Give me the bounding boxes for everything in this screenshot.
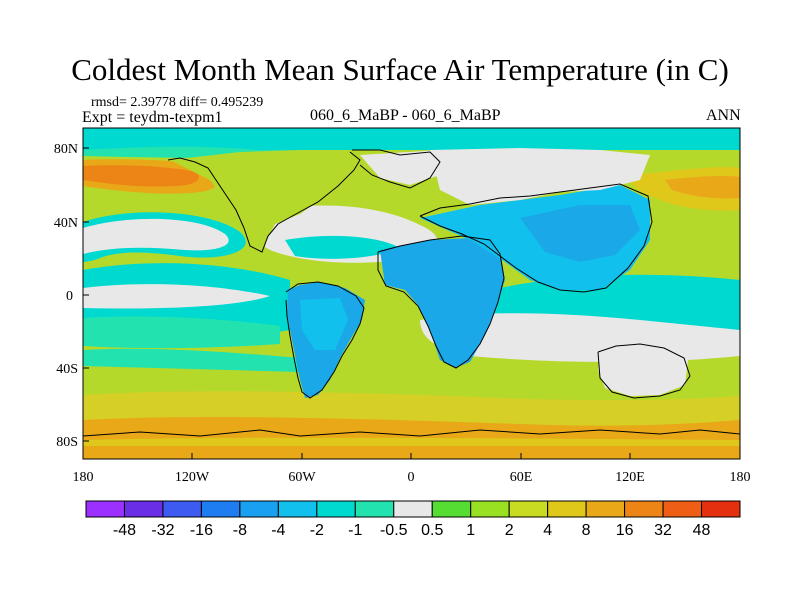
colorbar-box — [624, 500, 664, 518]
experiment-label: Expt = teydm-texpm1 — [82, 109, 223, 126]
coast-greenland — [352, 149, 441, 189]
season-label: ANN — [706, 107, 741, 124]
colorbar-box — [393, 500, 433, 518]
lat-label-40n: 40N — [54, 216, 78, 231]
africa-land — [380, 238, 505, 368]
colorbar-label: 0.5 — [421, 522, 443, 539]
colorbar-label: -1 — [348, 522, 362, 539]
colorbar-label: -4 — [271, 522, 285, 539]
colorbar-box — [277, 500, 318, 518]
siberia-land — [430, 148, 650, 205]
n-pacific-swirl-white — [83, 218, 229, 254]
colorbar-label: 4 — [543, 522, 552, 539]
stats-label: rmsd= 2.39778 diff= 0.495239 — [91, 95, 264, 110]
colorbar-label: 16 — [616, 522, 634, 539]
lon-label-180e: 180 — [730, 470, 751, 485]
center-subtitle: 060_6_MaBP - 060_6_MaBP — [310, 107, 501, 124]
colorbar-label: -48 — [113, 522, 136, 539]
lat-label-80s: 80S — [56, 435, 78, 450]
tropical-pacific-white — [83, 284, 270, 309]
colorbar-box — [585, 500, 626, 518]
colorbar: -48 -32 -16 -8 -4 -2 -1 -0.5 0.5 1 2 4 8 16 32 48 — [85, 500, 741, 539]
coast-australia — [597, 343, 691, 399]
colorbar-box — [239, 500, 279, 518]
colorbar-label: 48 — [693, 522, 711, 539]
colorbar-box — [701, 500, 741, 518]
coast-eurasia — [419, 183, 653, 293]
colorbar-label: 2 — [505, 522, 514, 539]
coast-south-america — [285, 281, 365, 399]
lon-axis: 180 120W 60W 0 60E 120E 180 — [73, 453, 751, 485]
lon-label-120w: 120W — [175, 470, 210, 485]
antarctica-land — [83, 446, 740, 459]
south-america-core — [300, 298, 348, 350]
colorbar-box — [85, 500, 125, 518]
colorbar-box — [431, 500, 472, 518]
n-atlantic-cyan — [285, 235, 400, 259]
lat-axis: 80N 40N 0 40S 80S — [54, 142, 89, 450]
map-title: Coldest Month Mean Surface Air Temperatu… — [71, 52, 729, 87]
colorbar-label: 8 — [582, 522, 591, 539]
asia-core — [520, 205, 640, 262]
lon-label-180w: 180 — [73, 470, 94, 485]
colorbar-box — [547, 500, 587, 518]
arctic-band — [83, 128, 740, 150]
colorbar-label: -0.5 — [380, 522, 408, 539]
lon-label-60w: 60W — [288, 470, 316, 485]
colorbar-box — [508, 500, 549, 518]
colorbar-label: -8 — [233, 522, 247, 539]
temperature-field — [83, 128, 740, 459]
coast-antarctica — [83, 429, 740, 437]
north-pacific-warmer — [83, 165, 199, 187]
colorbar-label: -2 — [310, 522, 324, 539]
colorbar-label: -16 — [190, 522, 213, 539]
south-pacific-teal — [83, 348, 300, 372]
colorbar-box — [200, 500, 241, 518]
nw-pacific-warmer — [665, 176, 740, 199]
lat-label-40s: 40S — [56, 362, 78, 377]
tropical-pacific-teal — [83, 316, 280, 349]
colorbar-box — [316, 500, 356, 518]
colorbar-label: 1 — [466, 522, 475, 539]
colorbar-box — [470, 500, 510, 518]
lat-label-80n: 80N — [54, 142, 78, 157]
colorbar-box — [354, 500, 395, 518]
colorbar-label: 32 — [654, 522, 672, 539]
coast-north-america — [167, 151, 361, 253]
colorbar-box — [662, 500, 703, 518]
lon-label-60e: 60E — [510, 470, 533, 485]
australia-land — [598, 345, 688, 396]
lon-label-0: 0 — [408, 470, 415, 485]
colorbar-box — [123, 500, 164, 518]
colorbar-label: -32 — [151, 522, 174, 539]
coastlines — [83, 149, 740, 437]
lon-label-120e: 120E — [615, 470, 645, 485]
lat-label-0: 0 — [66, 289, 73, 304]
north-america-land — [170, 150, 360, 250]
colorbar-box — [162, 500, 202, 518]
